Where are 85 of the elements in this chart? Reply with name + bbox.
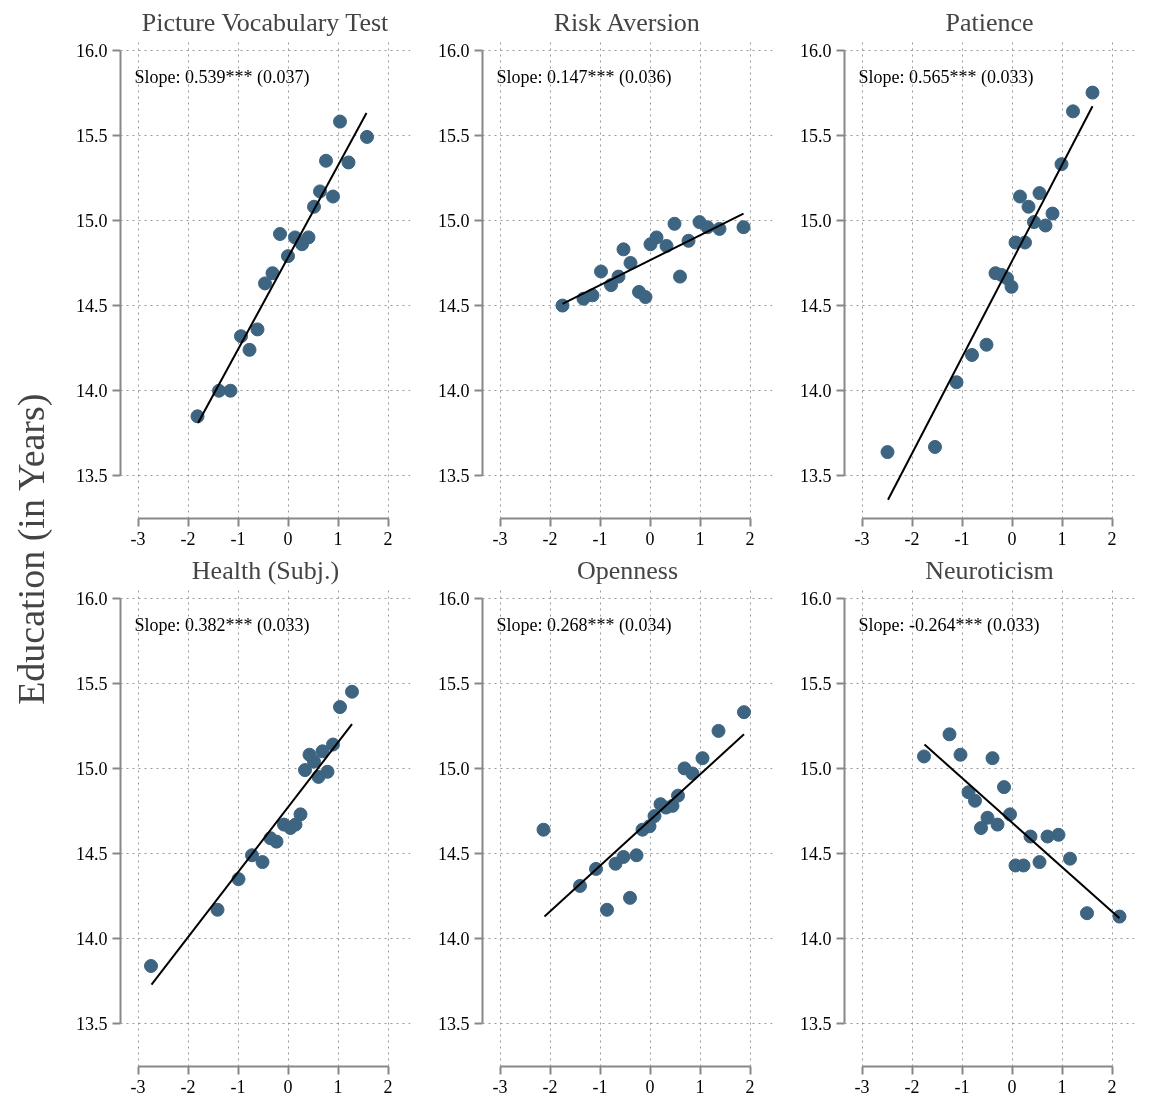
x-tick-label: 1 bbox=[1057, 1076, 1067, 1097]
x-tick-label: 2 bbox=[1107, 1076, 1117, 1097]
y-tick-label: 14.0 bbox=[800, 381, 832, 402]
y-tick-label: 14.5 bbox=[438, 296, 470, 317]
x-tick-label: -3 bbox=[492, 1076, 508, 1097]
y-tick-label: 14.0 bbox=[438, 929, 470, 950]
x-tick-label: -3 bbox=[854, 528, 870, 549]
x-tick-label: 2 bbox=[745, 1076, 755, 1097]
annotation: Slope: 0.147*** (0.036) bbox=[496, 66, 672, 88]
y-tick-label: 15.5 bbox=[438, 125, 470, 146]
x-tick-label: -2 bbox=[904, 1076, 920, 1097]
x-tick-label: 2 bbox=[1107, 528, 1117, 549]
y-tick-label: 15.0 bbox=[800, 210, 832, 231]
y-tick-label: 14.5 bbox=[800, 844, 832, 865]
x-tick-label: -3 bbox=[130, 1076, 146, 1097]
x-tick-label: -2 bbox=[542, 1076, 558, 1097]
y-tick-label: 14.0 bbox=[438, 381, 470, 402]
x-tick-label: 1 bbox=[333, 528, 343, 549]
x-tick-label: -1 bbox=[954, 528, 970, 549]
annotation: Slope: -0.264*** (0.033) bbox=[858, 614, 1040, 636]
y-tick-label: 14.5 bbox=[76, 296, 108, 317]
x-tick-label: -1 bbox=[954, 1076, 970, 1097]
y-tick-label: 15.0 bbox=[76, 210, 108, 231]
x-tick-label: -1 bbox=[230, 1076, 246, 1097]
y-tick-label: 15.0 bbox=[438, 210, 470, 231]
annotation: Slope: 0.382*** (0.033) bbox=[134, 614, 310, 636]
x-tick-label: -1 bbox=[230, 528, 246, 549]
y-tick-label: 15.0 bbox=[76, 758, 108, 779]
y-tick-label: 15.5 bbox=[76, 125, 108, 146]
annotation: Slope: 0.539*** (0.037) bbox=[134, 66, 310, 88]
x-tick-label: -2 bbox=[180, 528, 196, 549]
y-tick-label: 13.5 bbox=[438, 466, 470, 487]
y-tick-label: 14.5 bbox=[800, 296, 832, 317]
x-tick-label: 0 bbox=[283, 528, 293, 549]
chart-title: Patience bbox=[945, 7, 1034, 37]
x-tick-label: 2 bbox=[383, 528, 393, 549]
y-tick-label: 16.0 bbox=[800, 588, 832, 609]
y-tick-label: 15.5 bbox=[438, 673, 470, 694]
y-tick-label: 14.0 bbox=[76, 929, 108, 950]
y-tick-label: 13.5 bbox=[76, 1014, 108, 1035]
x-tick-label: -3 bbox=[492, 528, 508, 549]
y-tick-label: 13.5 bbox=[76, 466, 108, 487]
chart-title: Picture Vocabulary Test bbox=[141, 7, 390, 37]
chart-title: Risk Aversion bbox=[553, 7, 700, 37]
y-tick-label: 15.5 bbox=[800, 125, 832, 146]
y-tick-label: 16.0 bbox=[438, 588, 470, 609]
x-tick-label: -1 bbox=[592, 528, 608, 549]
y-tick-label: 14.5 bbox=[438, 844, 470, 865]
y-tick-label: 13.5 bbox=[800, 1014, 832, 1035]
x-tick-label: -2 bbox=[180, 1076, 196, 1097]
x-tick-label: 0 bbox=[645, 1076, 655, 1097]
y-axis-title: Education (in Years) bbox=[9, 393, 53, 705]
y-tick-label: 16.0 bbox=[438, 40, 470, 61]
annotation: Slope: 0.268*** (0.034) bbox=[496, 614, 672, 636]
chart-title: Openness bbox=[576, 555, 679, 585]
chart-title: Neuroticism bbox=[925, 555, 1054, 585]
x-tick-label: -2 bbox=[904, 528, 920, 549]
annotation: Slope: 0.565*** (0.033) bbox=[858, 66, 1034, 88]
y-tick-label: 15.0 bbox=[800, 758, 832, 779]
y-tick-label: 13.5 bbox=[800, 466, 832, 487]
y-tick-label: 16.0 bbox=[76, 40, 108, 61]
x-tick-label: 2 bbox=[745, 528, 755, 549]
y-tick-label: 13.5 bbox=[438, 1014, 470, 1035]
x-tick-label: 2 bbox=[383, 1076, 393, 1097]
y-tick-label: 15.5 bbox=[800, 673, 832, 694]
x-tick-label: 1 bbox=[1057, 528, 1067, 549]
y-tick-label: 14.5 bbox=[76, 844, 108, 865]
y-tick-label: 14.0 bbox=[76, 381, 108, 402]
x-tick-label: 1 bbox=[333, 1076, 343, 1097]
x-tick-label: 1 bbox=[695, 528, 705, 549]
x-tick-label: 0 bbox=[283, 1076, 293, 1097]
chart-title: Health (Subj.) bbox=[191, 555, 340, 585]
y-tick-label: 15.5 bbox=[76, 673, 108, 694]
x-tick-label: 0 bbox=[1007, 1076, 1017, 1097]
x-tick-label: -2 bbox=[542, 528, 558, 549]
x-tick-label: 0 bbox=[1007, 528, 1017, 549]
y-tick-label: 15.0 bbox=[438, 758, 470, 779]
y-tick-label: 16.0 bbox=[800, 40, 832, 61]
y-tick-label: 14.0 bbox=[800, 929, 832, 950]
x-tick-label: -3 bbox=[854, 1076, 870, 1097]
x-tick-label: 0 bbox=[645, 528, 655, 549]
x-tick-label: -3 bbox=[130, 528, 146, 549]
y-tick-label: 16.0 bbox=[76, 588, 108, 609]
x-tick-label: -1 bbox=[592, 1076, 608, 1097]
x-tick-label: 1 bbox=[695, 1076, 705, 1097]
